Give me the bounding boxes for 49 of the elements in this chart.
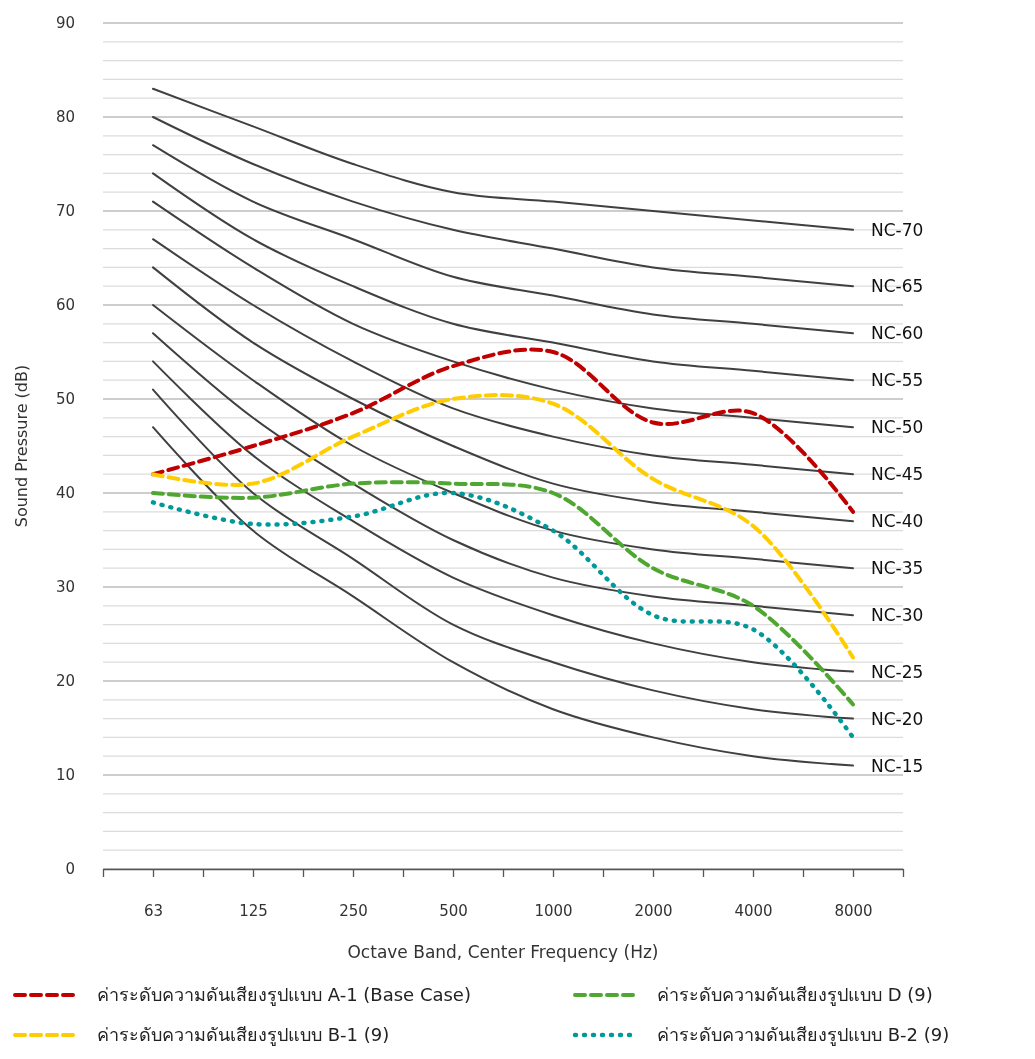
x-tick-label: 500 (439, 901, 468, 920)
series-label: NC-25 (871, 661, 924, 682)
line-series (152, 388, 854, 720)
series-label: NC-70 (871, 219, 924, 240)
y-tick-label: 20 (55, 672, 75, 691)
line-series (152, 144, 854, 335)
y-tick-label: 60 (55, 296, 75, 315)
y-tick-label: 0 (65, 860, 75, 879)
series-label: NC-20 (871, 708, 924, 729)
x-tick-label: 1000 (534, 901, 573, 920)
y-tick-label: 30 (55, 578, 75, 597)
y-tick-label: 10 (55, 766, 75, 785)
line-series (152, 116, 854, 288)
series-label: NC-55 (871, 370, 924, 391)
y-tick-label: 40 (55, 484, 75, 503)
y-axis-title: Sound Pressure (dB) (12, 364, 31, 528)
line-series (152, 332, 854, 617)
line-series (152, 172, 854, 382)
line-series (152, 304, 854, 570)
x-tick-label: 2000 (634, 901, 673, 920)
legend-label: ค่าระดับความดันเสียงรูปแบบ B-1 (9) (97, 1024, 390, 1047)
y-tick-label: 70 (55, 202, 75, 221)
series-label: NC-30 (871, 605, 924, 626)
series-label: NC-60 (871, 323, 924, 344)
x-tick-label: 4000 (734, 901, 773, 920)
line-series (150, 490, 856, 740)
series-label: NC-65 (871, 276, 924, 297)
line-series (152, 200, 854, 429)
line-series (152, 266, 854, 523)
y-tick-label: 80 (55, 108, 75, 127)
line-series (152, 426, 854, 767)
x-tick-label: 125 (239, 901, 268, 920)
x-axis-title: Octave Band, Center Frequency (Hz) (347, 942, 659, 962)
series-label: NC-45 (871, 464, 924, 485)
series-label: NC-40 (871, 511, 924, 532)
series-label: NC-50 (871, 417, 924, 438)
legend-label: ค่าระดับความดันเสียงรูปแบบ D (9) (657, 984, 933, 1007)
x-tick-label: 8000 (834, 901, 873, 920)
line-series (152, 238, 854, 476)
line-series (152, 87, 854, 231)
x-tick-label: 250 (339, 901, 368, 920)
line-series (151, 480, 855, 707)
series-label: NC-15 (871, 755, 924, 776)
y-tick-label: 90 (55, 14, 75, 33)
y-tick-label: 50 (55, 390, 75, 409)
series-label: NC-35 (871, 558, 924, 579)
legend-label: ค่าระดับความดันเสียงรูปแบบ A-1 (Base Case) (97, 984, 471, 1007)
x-tick-label: 63 (143, 901, 164, 920)
legend-label: ค่าระดับความดันเสียงรูปแบบ B-2 (9) (657, 1024, 950, 1047)
